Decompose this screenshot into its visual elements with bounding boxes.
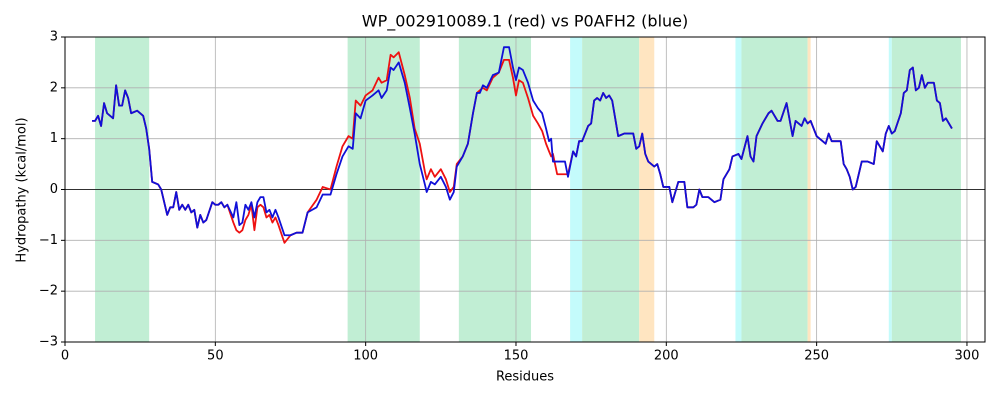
x-tick-label: 100: [353, 349, 378, 364]
x-tick-label: 50: [207, 349, 224, 364]
x-tick-label: 0: [61, 349, 69, 364]
y-axis-label: Hydropathy (kcal/mol): [15, 117, 30, 262]
y-tick-label: 1: [50, 131, 58, 146]
x-tick-label: 150: [504, 349, 529, 364]
y-tick-label: 3: [50, 30, 58, 45]
y-tick-label: 2: [50, 80, 58, 95]
x-tick-label: 300: [955, 349, 980, 364]
y-tick-label: −1: [39, 233, 58, 248]
x-tick-label: 200: [654, 349, 679, 364]
series-line: [92, 46, 953, 237]
y-tick-label: −2: [39, 284, 58, 299]
y-tick-label: 0: [50, 182, 58, 197]
x-tick-label: 250: [804, 349, 829, 364]
y-tick-label: −3: [39, 335, 58, 350]
x-axis-label: Residues: [496, 370, 554, 385]
plot-frame: [64, 36, 986, 343]
chart-title: WP_002910089.1 (red) vs P0AFH2 (blue): [362, 12, 688, 32]
